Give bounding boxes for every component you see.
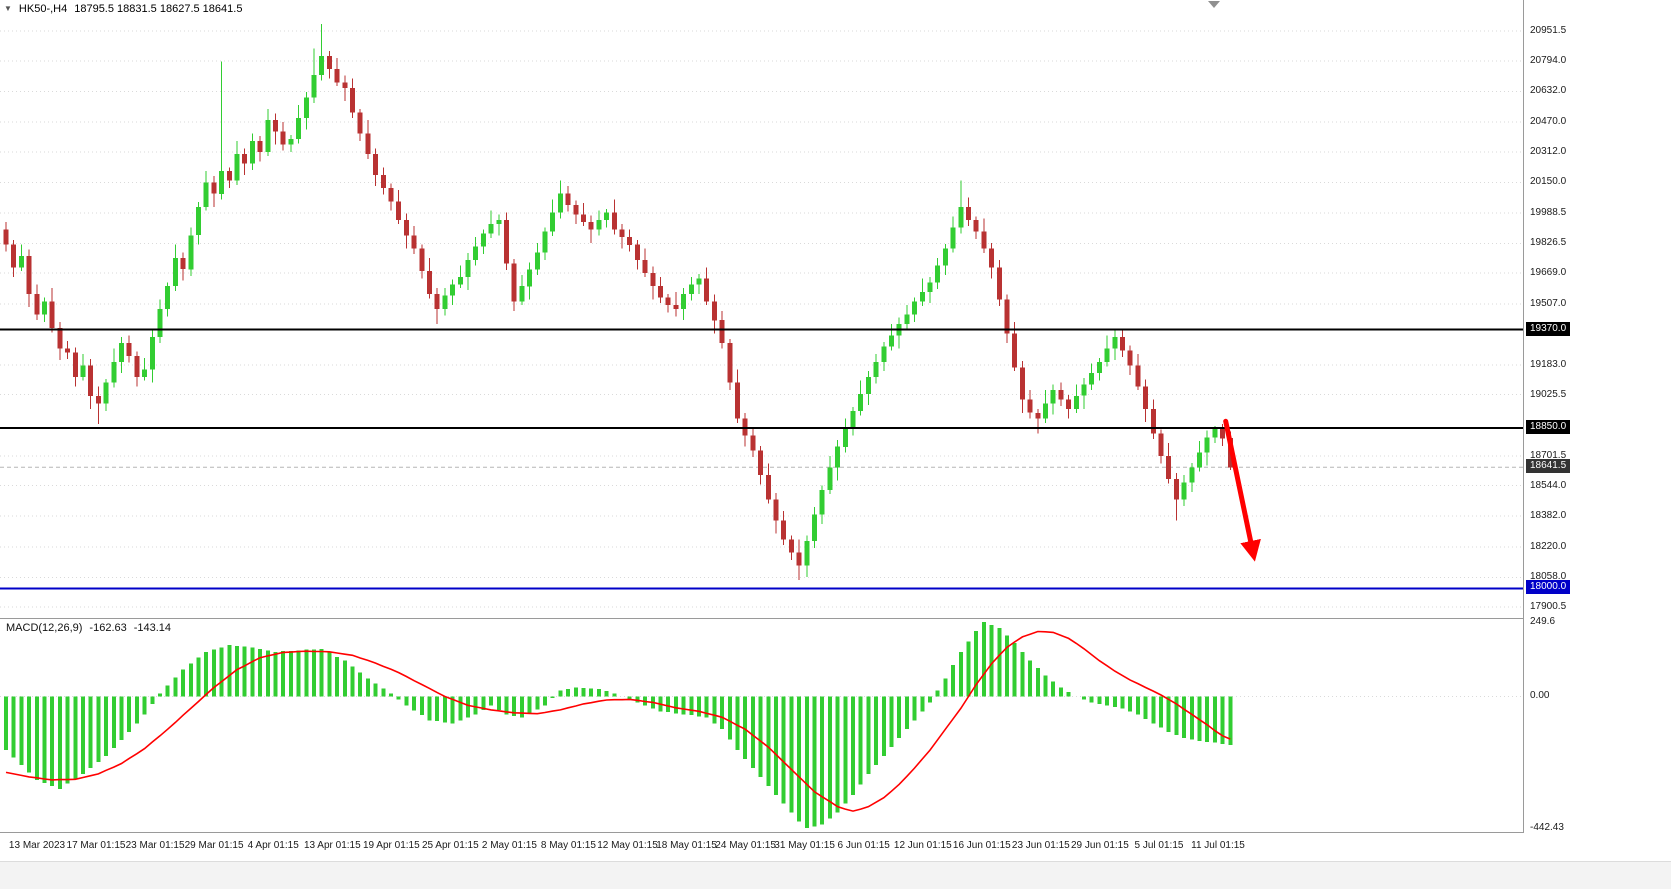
time-axis-label: 19 Apr 01:15 (362, 840, 420, 851)
price-axis-tick: 18544.0 (1530, 480, 1567, 491)
time-axis-label: 13 Mar 2023 (8, 840, 66, 851)
time-axis-label: 12 May 01:15 (597, 840, 658, 851)
macd-indicator-pane[interactable] (0, 619, 1523, 832)
time-axis-label: 18 May 01:15 (656, 840, 717, 851)
symbol-period-label: HK50-,H4 (18, 3, 68, 15)
price-axis-tick: 20632.0 (1530, 85, 1567, 96)
price-axis-tick: 19669.0 (1530, 267, 1567, 278)
axis-separator (0, 832, 1671, 833)
price-axis-border (1523, 0, 1524, 833)
price-axis-tick: 19826.5 (1530, 237, 1567, 248)
price-axis-tick: 19988.5 (1530, 207, 1567, 218)
price-axis-tick: 19025.5 (1530, 389, 1567, 400)
price-chart-canvas[interactable] (0, 0, 1523, 618)
price-level-badge: 18641.5 (1526, 459, 1571, 473)
price-axis[interactable]: 20951.5 20794.0 20632.0 20470.0 20312.0 20150… (1524, 0, 1671, 833)
time-axis[interactable]: 13 Mar 2023 17 Mar 01:15 23 Mar 01:15 29 Ma… (0, 833, 1671, 861)
price-axis-tick: 17900.5 (1530, 601, 1567, 612)
price-level-badge: 18000.0 (1526, 580, 1571, 594)
time-axis-label: 29 Mar 01:15 (184, 840, 244, 851)
price-axis-tick: 20312.0 (1530, 146, 1567, 157)
price-axis-tick: 18701.5 (1530, 450, 1567, 461)
macd-histogram (4, 622, 1233, 829)
macd-value: -162.63 (89, 622, 127, 634)
macd-info: MACD(12,26,9) -162.63 -143.14 (6, 622, 171, 634)
macd-axis-tick: -442.43 (1530, 822, 1564, 833)
time-axis-label: 2 May 01:15 (481, 840, 537, 851)
time-axis-label: 13 Apr 01:15 (303, 840, 361, 851)
pane-separator[interactable] (0, 618, 1671, 619)
time-axis-label: 5 Jul 01:15 (1134, 840, 1184, 851)
time-axis-label: 6 Jun 01:15 (837, 840, 890, 851)
time-axis-label: 29 Jun 01:15 (1070, 840, 1129, 851)
time-axis-label: 23 Jun 01:15 (1011, 840, 1070, 851)
time-axis-label: 4 Apr 01:15 (247, 840, 299, 851)
price-axis-tick: 20951.5 (1530, 25, 1567, 36)
time-axis-label: 16 Jun 01:15 (952, 840, 1011, 851)
price-axis-tick: 18058.0 (1530, 571, 1567, 582)
price-axis-tick: 18382.0 (1530, 510, 1567, 521)
one-click-trading-icon[interactable]: ▼ (4, 4, 12, 13)
time-axis-label: 17 Mar 01:15 (66, 840, 126, 851)
price-level-badge: 18850.0 (1526, 420, 1571, 434)
time-axis-label: 23 Mar 01:15 (125, 840, 185, 851)
down-arrow-annotation[interactable] (1223, 418, 1261, 562)
time-axis-label: 31 May 01:15 (774, 840, 835, 851)
price-axis-tick: 19183.0 (1530, 359, 1567, 370)
macd-axis-tick: 249.6 (1530, 616, 1556, 627)
ohlc-values: 18795.5 18831.5 18627.5 18641.5 (74, 3, 243, 15)
time-axis-label: 8 May 01:15 (540, 840, 596, 851)
candlesticks (3, 23, 1233, 580)
time-axis-label: 25 Apr 01:15 (421, 840, 479, 851)
time-axis-label: 11 Jul 01:15 (1191, 840, 1245, 851)
macd-signal-value: -143.14 (133, 622, 172, 634)
time-axis-label: 12 Jun 01:15 (893, 840, 952, 851)
price-axis-tick: 20794.0 (1530, 55, 1567, 66)
price-axis-tick: 19507.0 (1530, 298, 1567, 309)
macd-label: MACD(12,26,9) (6, 622, 83, 634)
window-bottom-strip (0, 861, 1671, 889)
symbol-info: ▼ HK50-,H4 18795.5 18831.5 18627.5 18641… (4, 3, 242, 15)
price-axis-tick: 20470.0 (1530, 116, 1567, 127)
time-axis-label: 24 May 01:15 (715, 840, 776, 851)
macd-axis-tick: 0.00 (1530, 690, 1550, 701)
macd-signal-line (5, 630, 1231, 812)
chart-shift-marker[interactable] (1208, 1, 1220, 8)
price-axis-tick: 20150.0 (1530, 176, 1567, 187)
price-axis-tick: 18220.0 (1530, 541, 1567, 552)
price-level-badge: 19370.0 (1526, 322, 1571, 336)
price-gridlines (0, 30, 1523, 608)
